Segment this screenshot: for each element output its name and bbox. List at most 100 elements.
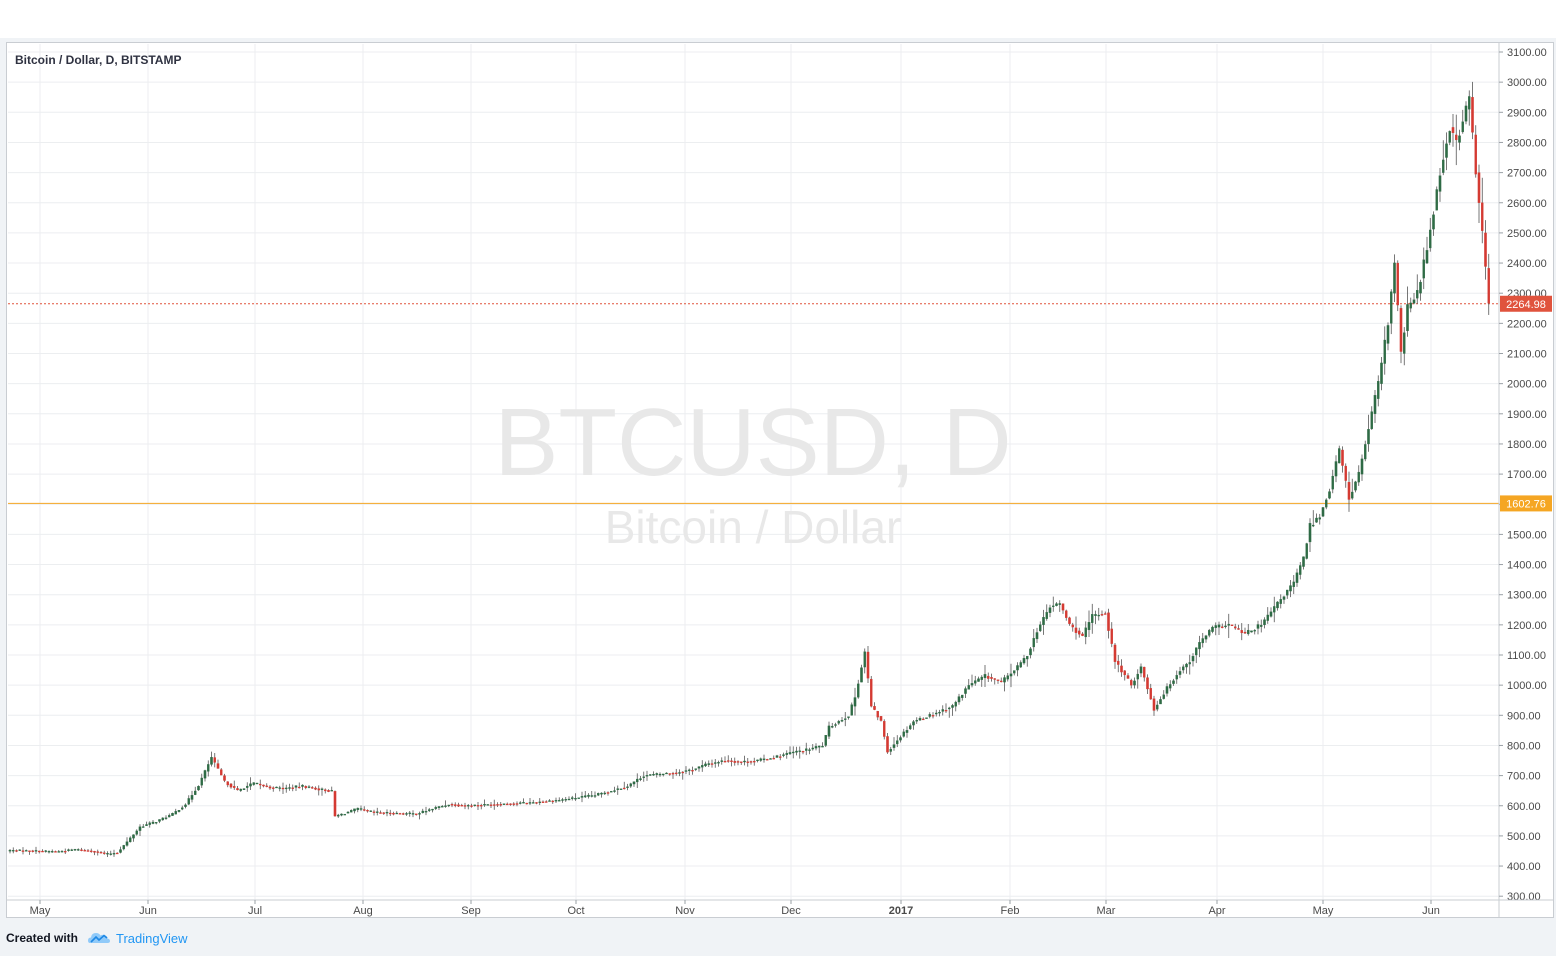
candle-up	[1422, 259, 1426, 279]
candle-up	[239, 788, 242, 791]
candle-down	[398, 813, 402, 815]
candle-up	[1432, 214, 1435, 230]
candle-down	[535, 802, 538, 804]
candle-down	[457, 804, 460, 807]
candle-up	[466, 805, 470, 807]
price-tick-label: 2000.00	[1507, 379, 1547, 391]
candle-up	[1331, 475, 1335, 490]
candle-up	[119, 849, 122, 853]
candle-up	[180, 807, 184, 810]
candle-up	[135, 830, 138, 835]
candle-down	[304, 786, 307, 789]
candle-up	[863, 651, 867, 668]
candle-down	[291, 787, 294, 789]
candle-down	[54, 851, 57, 853]
candle-down	[883, 721, 886, 737]
candle-up	[408, 812, 411, 815]
candle-up	[1429, 229, 1432, 249]
candle-up	[857, 683, 860, 698]
candle-up	[1165, 686, 1169, 694]
candle-up	[197, 786, 200, 791]
candle-up	[1351, 491, 1354, 499]
time-tick-label: Oct	[567, 905, 584, 917]
time-tick-label: Jun	[1422, 905, 1440, 917]
candle-up	[847, 716, 850, 718]
candle-up	[1016, 665, 1019, 671]
price-chart[interactable]: BTCUSD, D Bitcoin / Dollar 3100.00 3000.0…	[7, 43, 1553, 917]
candle-down	[450, 804, 454, 806]
candle-up	[658, 773, 662, 776]
candle-down	[37, 850, 41, 853]
candle-up	[106, 853, 109, 855]
candle-up	[561, 799, 564, 801]
tradingview-brand: TradingView	[116, 930, 188, 946]
tradingview-link[interactable]: TradingView	[88, 931, 188, 946]
candle-up	[961, 694, 964, 698]
candle-down	[1107, 612, 1110, 631]
price-tick-label: 500.00	[1507, 831, 1541, 843]
candle-down	[1471, 97, 1474, 133]
candle-up	[1133, 680, 1136, 686]
candle-down	[499, 804, 502, 806]
candle-down	[1130, 680, 1133, 686]
candle-down	[1243, 631, 1247, 634]
candle-up	[1048, 607, 1052, 613]
candle-down	[545, 801, 548, 803]
candle-up	[889, 748, 893, 752]
candle-up	[1055, 603, 1058, 606]
candle-down	[931, 715, 935, 717]
price-tick-label: 1800.00	[1507, 439, 1547, 451]
candle-up	[395, 812, 398, 815]
candle-up	[1097, 614, 1101, 617]
candle-down	[28, 850, 31, 852]
candle-up	[597, 793, 600, 796]
chart-panel[interactable]: BTCUSD, D Bitcoin / Dollar 3100.00 3000.0…	[6, 42, 1554, 918]
time-axis[interactable]: May Jun Jul Aug Sep Oct Nov Dec 2017 Feb Mar Apr May…	[7, 899, 1553, 917]
candle-up	[278, 787, 281, 789]
candle-down	[232, 786, 236, 788]
price-tick-label: 1100.00	[1507, 650, 1546, 662]
candle-down	[668, 773, 672, 775]
candle-down	[21, 850, 25, 852]
candle-up	[1292, 581, 1296, 588]
time-tick-label: Feb	[1001, 905, 1020, 917]
candle-up	[1338, 448, 1341, 464]
candle-up	[707, 763, 711, 765]
price-tick-label: 3100.00	[1507, 47, 1547, 59]
candle-up	[860, 667, 863, 683]
candle-up	[662, 773, 665, 776]
candle-up	[970, 683, 974, 686]
price-tick-label: 2500.00	[1507, 228, 1547, 240]
candle-up	[1289, 585, 1292, 592]
candle-up	[294, 785, 298, 788]
candle-up	[808, 749, 811, 751]
candle-up	[928, 714, 932, 717]
candle-down	[1230, 624, 1234, 626]
candle-up	[307, 786, 311, 788]
candle-up	[759, 758, 763, 761]
candle-up	[1386, 325, 1390, 344]
price-axis[interactable]: 3100.00 3000.00 2900.00 2800.00 2700.00 2600.…	[1498, 43, 1552, 917]
candle-up	[519, 802, 522, 804]
candle-down	[753, 760, 756, 763]
candle-up	[717, 762, 720, 764]
candle-up	[896, 740, 899, 745]
candle-down	[216, 763, 220, 769]
candle-down	[314, 787, 317, 790]
candle-up	[626, 786, 629, 788]
candle-up	[636, 778, 639, 783]
candle-down	[1126, 675, 1130, 679]
candle-up	[356, 807, 359, 811]
candle-up	[1299, 565, 1302, 575]
candle-up	[171, 813, 174, 816]
candle-up	[977, 678, 980, 682]
watermark: BTCUSD, D Bitcoin / Dollar	[494, 389, 1011, 553]
candle-up	[1308, 523, 1312, 543]
symbol-label[interactable]: Bitcoin / Dollar, D, BITSTAMP	[15, 53, 182, 67]
price-tick-label: 2100.00	[1507, 349, 1547, 361]
candle-up	[743, 760, 746, 763]
candle-up	[649, 774, 652, 776]
candle-up	[385, 811, 389, 814]
candle-up	[57, 851, 61, 853]
candle-up	[1377, 381, 1380, 399]
